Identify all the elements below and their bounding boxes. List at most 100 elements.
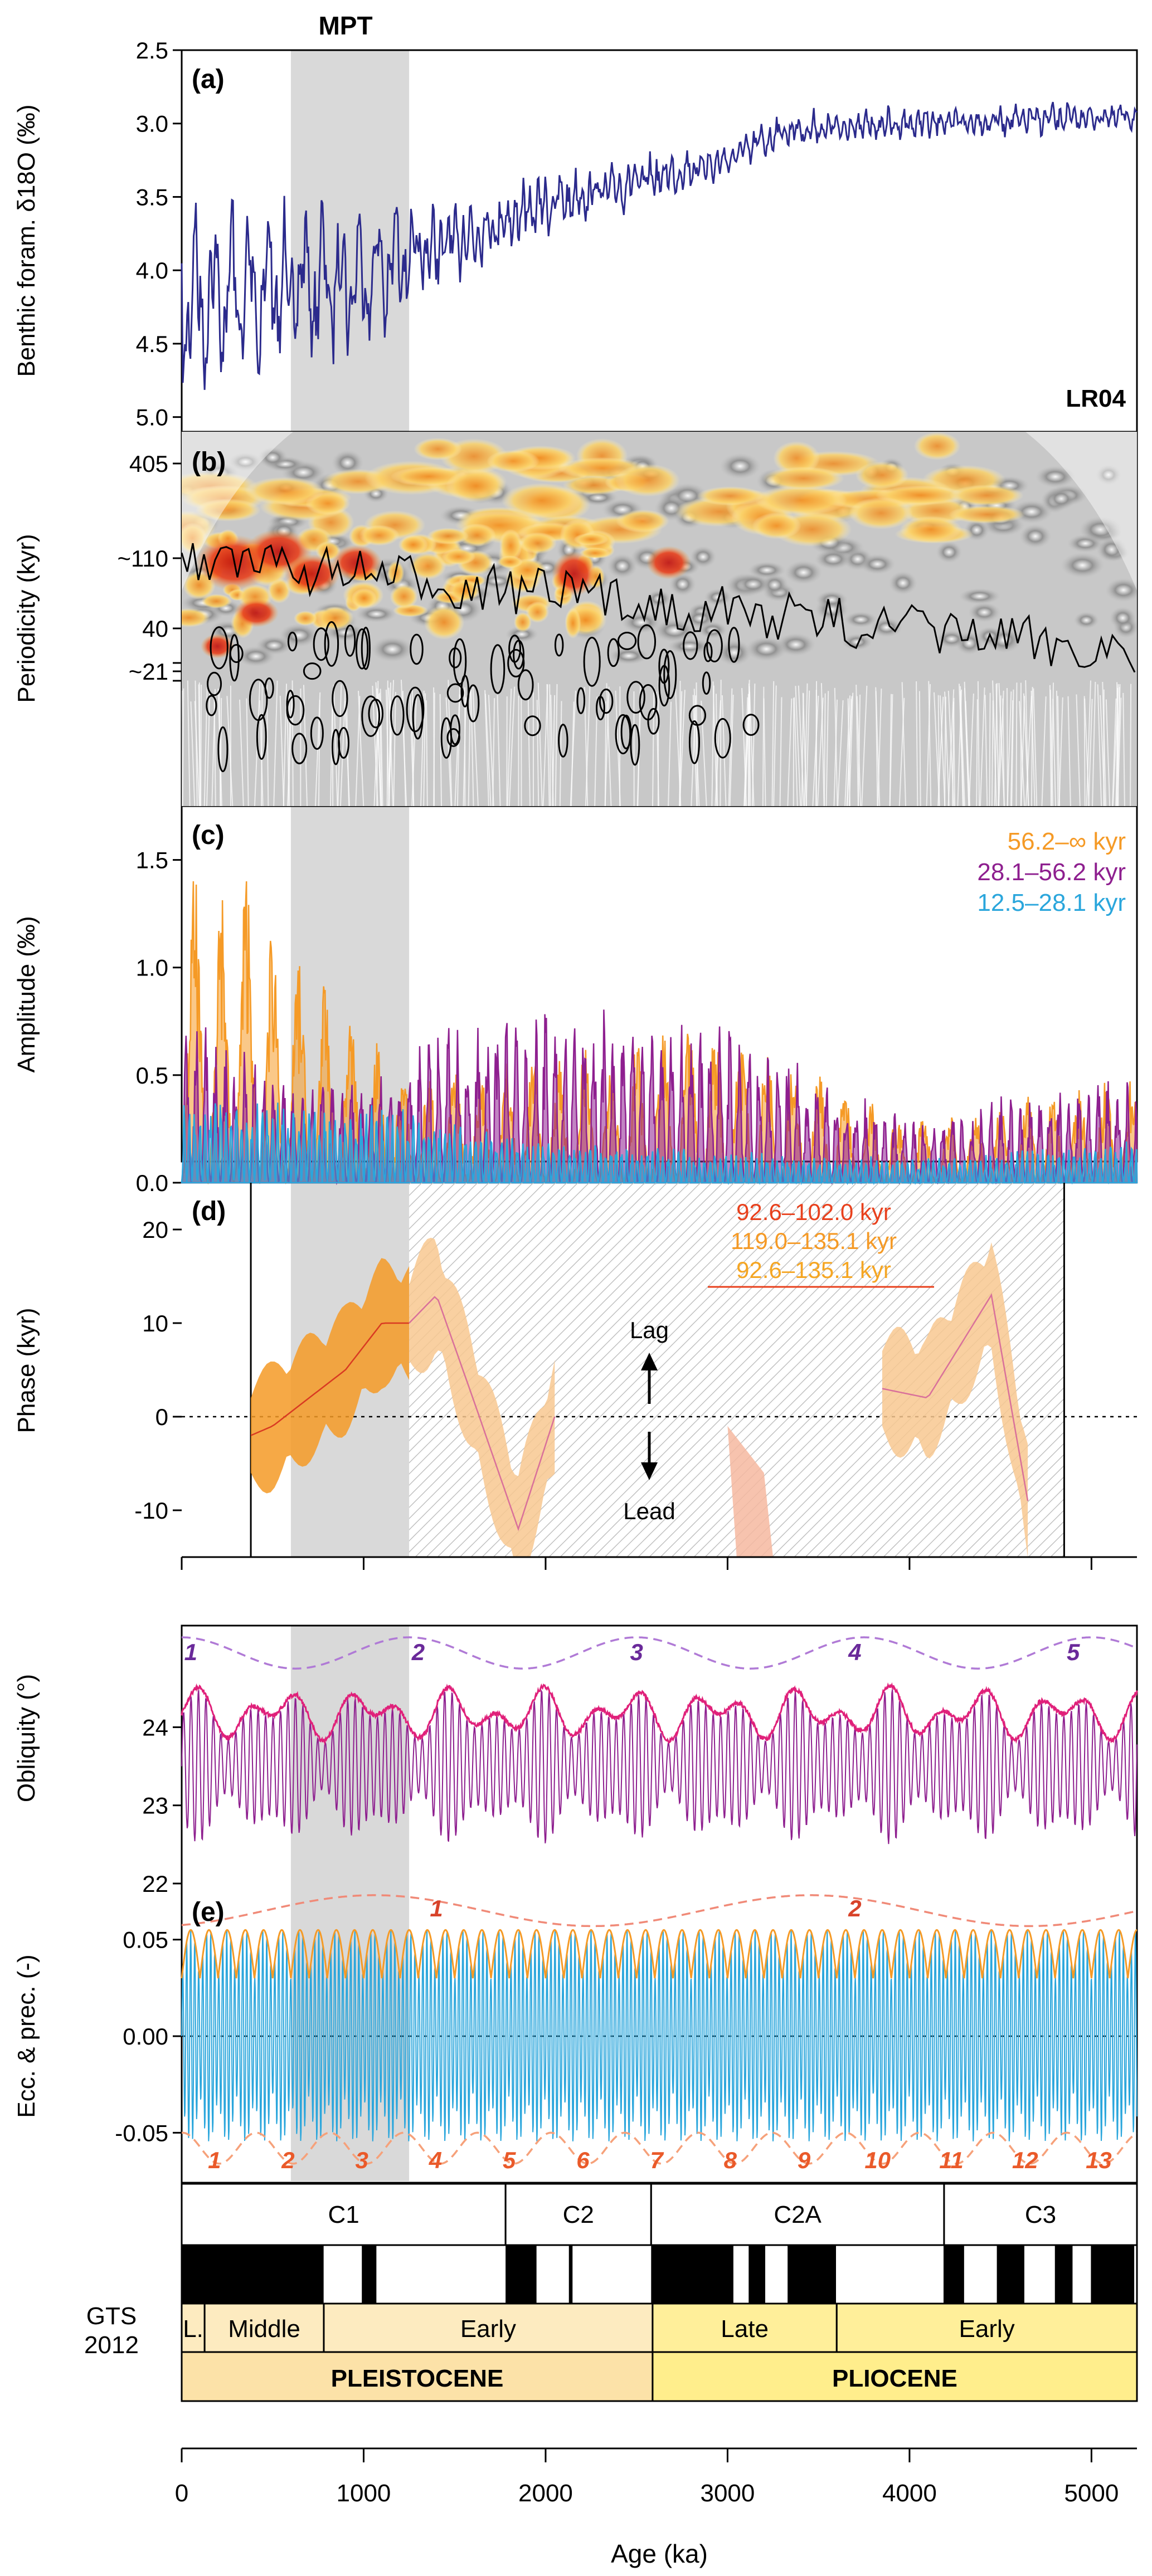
significance-contour-island: [332, 680, 348, 718]
wavelet-texture: [439, 694, 443, 806]
panel-d-phase: [182, 1183, 1137, 1557]
wavelet-texture: [720, 680, 722, 806]
wavelet-texture: [426, 700, 428, 806]
wavelet-cell: [667, 638, 712, 655]
wavelet-orange-power: [390, 584, 419, 609]
wavelet-texture: [1025, 680, 1029, 806]
panel-c-label: (c): [192, 821, 225, 850]
significance-contour-island: [313, 627, 329, 661]
wavelet-texture: [261, 681, 263, 806]
wavelet-cell: [1035, 465, 1076, 488]
wavelet-red-power-7: [201, 634, 234, 658]
obliquity-ytick-label-1: 23: [142, 1793, 168, 1819]
lag-label: Lag: [630, 1317, 669, 1343]
wavelet-cell: [842, 633, 873, 651]
wavelet-texture: [823, 693, 826, 806]
significance-contour-island: [524, 715, 541, 736]
significance-contour-island: [513, 640, 525, 670]
wavelet-texture: [1056, 690, 1059, 806]
phase-line-0: [250, 1322, 410, 1436]
phase-line-2: [882, 1293, 1029, 1501]
wavelet-cell: [1096, 536, 1127, 562]
wavelet-cell: [844, 611, 878, 628]
wavelet-texture: [1067, 696, 1071, 806]
significance-contour-island: [410, 633, 424, 665]
significance-contour-island: [663, 650, 677, 699]
wavelet-cell: [785, 560, 823, 585]
ecc-short-label-10: 11: [939, 2147, 964, 2173]
wavelet-orange-power: [409, 552, 446, 580]
wavelet-texture: [456, 681, 461, 806]
wavelet-cell: [717, 640, 752, 666]
wavelet-texture: [584, 687, 589, 806]
chron-box-2: [650, 2183, 945, 2246]
wavelet-orange-power: [752, 513, 801, 539]
wavelet-red-power-4: [234, 598, 279, 627]
wavelet-cell: [936, 541, 963, 563]
wavelet-texture: [585, 684, 591, 806]
wavelet-cell: [236, 646, 275, 667]
wavelet-texture: [1010, 700, 1014, 806]
chron-label-2: C2A: [774, 2201, 822, 2228]
panel-e-ytick-label-1: 0.00: [123, 2023, 168, 2050]
significance-contour-island: [264, 677, 274, 699]
wavelet-texture: [1122, 692, 1125, 806]
significance-contour-island: [210, 626, 229, 670]
age-label-4: Early: [959, 2315, 1015, 2343]
wavelet-texture: [1041, 696, 1047, 806]
ecc-short-label-0: 1: [208, 2147, 221, 2173]
x-tick-label-0: 0: [175, 2480, 188, 2507]
wavelet-texture: [901, 682, 907, 806]
wavelet-cell: [888, 571, 917, 595]
wavelet-texture: [804, 683, 808, 806]
significance-contour-island: [453, 638, 467, 685]
wavelet-texture: [837, 700, 844, 806]
wavelet-texture: [1088, 699, 1093, 806]
wavelet-cell: [279, 623, 319, 647]
lead-label: Lead: [623, 1498, 675, 1524]
wavelet-texture: [379, 692, 382, 806]
wavelet-texture: [960, 691, 966, 806]
obliquity-line: [181, 1689, 1138, 1845]
wavelet-texture: [947, 689, 955, 806]
gts-timescale: C1 C2 C2A C3 L. Middle Early Late Early PLEISTOCE…: [181, 2183, 1138, 2402]
gts-label-line1: GTS: [86, 2302, 137, 2330]
significance-contour-island: [310, 716, 324, 750]
wavelet-texture: [729, 695, 734, 806]
wavelet-texture: [1052, 699, 1057, 806]
wavelet-texture: [701, 700, 707, 806]
wavelet-texture: [977, 681, 980, 806]
cone-of-influence-right: [1025, 432, 1137, 591]
significance-contour-island: [256, 714, 267, 760]
legend-c-orange: 56.2–∞ kyr: [1008, 828, 1126, 855]
wavelet-orange-power: [316, 606, 354, 631]
phase-line-1: [409, 1296, 556, 1531]
ecc-short-label-7: 8: [724, 2147, 737, 2173]
wavelet-cell: [745, 636, 788, 662]
wavelet-orange-power: [245, 477, 325, 505]
wavelet-texture: [1130, 684, 1132, 806]
significance-contour-island: [576, 687, 586, 714]
wavelet-texture: [652, 687, 655, 806]
wavelet-texture: [928, 681, 932, 806]
wavelet-texture: [206, 692, 211, 806]
wavelet-texture: [998, 695, 1002, 806]
wavelet-texture: [190, 701, 196, 806]
significance-contour-island: [324, 621, 339, 667]
wavelet-cell: [1060, 552, 1105, 578]
significance-contour-island: [599, 688, 614, 714]
wavelet-texture: [939, 695, 946, 806]
significance-contour-island: [658, 648, 670, 684]
wavelet-texture: [743, 694, 750, 806]
epoch-box-1: [652, 2351, 1138, 2402]
wavelet-texture: [794, 697, 798, 806]
significance-contour-island: [683, 631, 698, 660]
wavelet-orange-power: [616, 509, 669, 533]
wavelet-texture: [508, 686, 516, 806]
wavelet-texture: [1117, 697, 1122, 806]
panel-a-benthic-d18o: 2.5 3.0 3.5 4.0 4.5 5.0: [136, 37, 1138, 431]
significance-contour-island: [390, 695, 405, 736]
wavelet-texture: [409, 693, 415, 806]
significance-contour-island: [344, 625, 356, 657]
